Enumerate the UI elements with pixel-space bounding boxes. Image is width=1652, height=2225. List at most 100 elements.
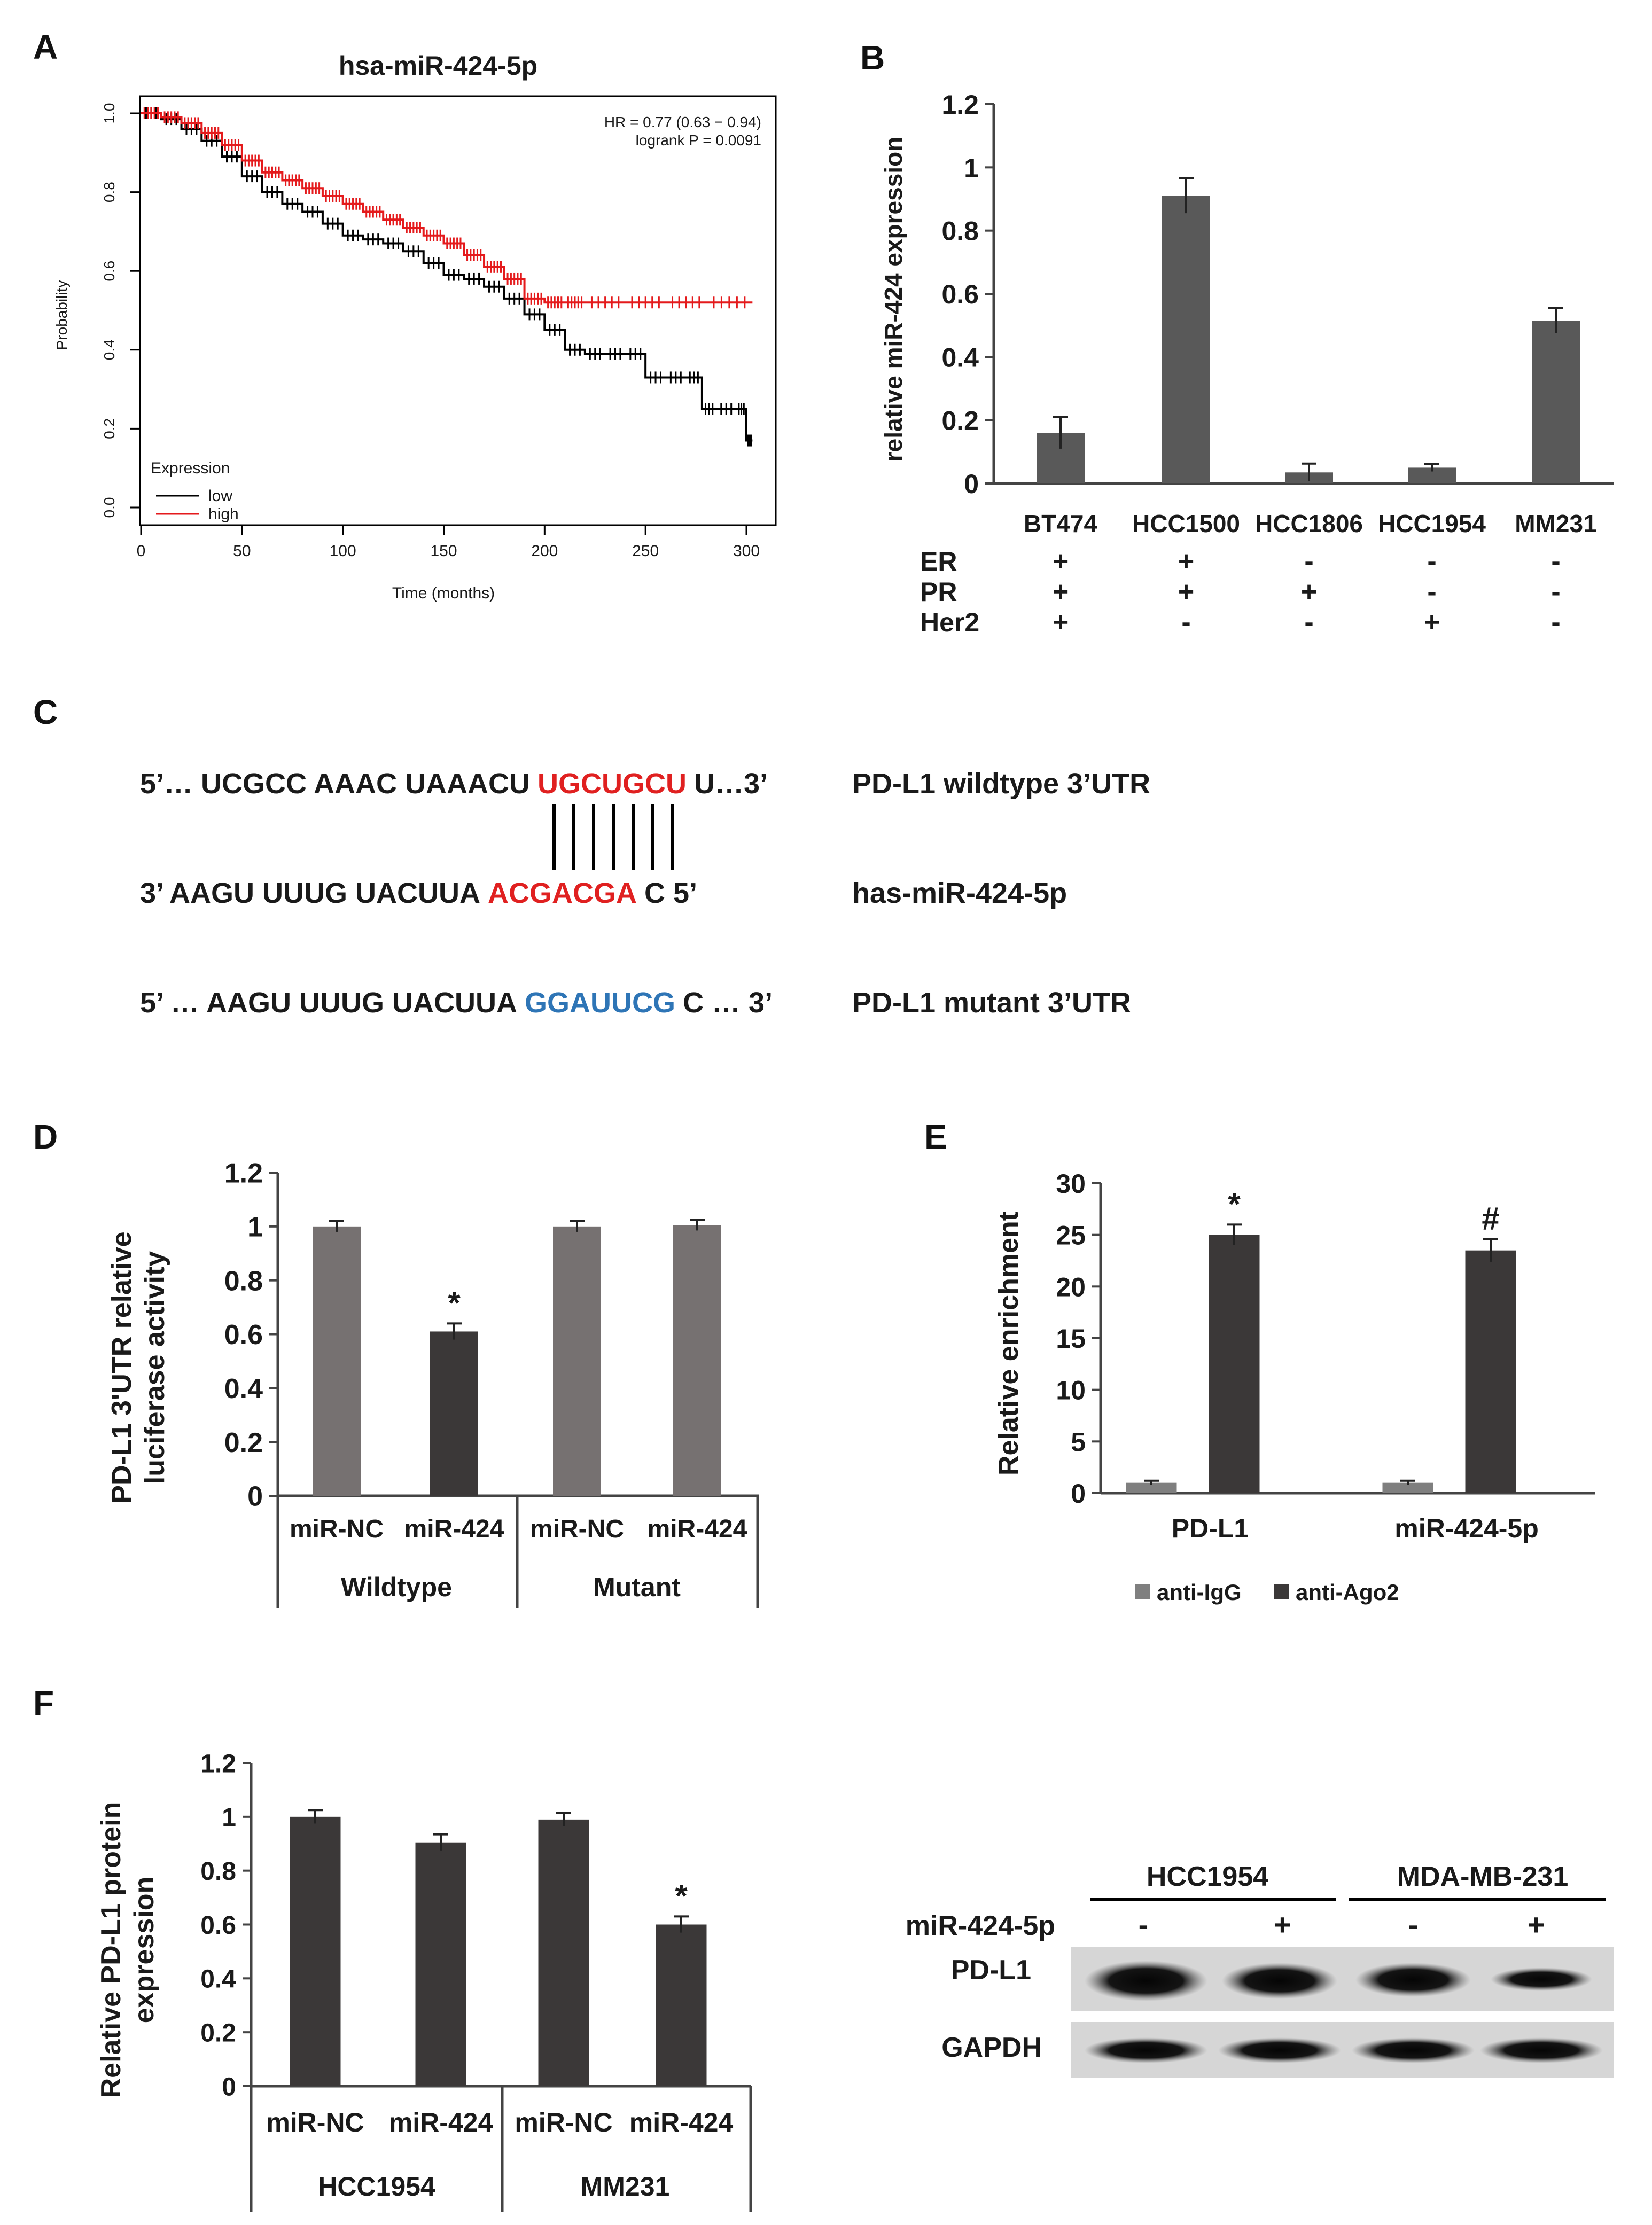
e-y-tick-label: 0 bbox=[1071, 1479, 1086, 1509]
panel-label-e: E bbox=[924, 1118, 947, 1156]
wb-treat-1: - bbox=[1139, 1908, 1149, 1941]
f-y-axis-label: Relative PD-L1 protein expression bbox=[96, 1802, 160, 2098]
e-significance-mark: # bbox=[1482, 1200, 1499, 1236]
receptor-row-label: PR bbox=[920, 577, 957, 607]
receptor-cell: + bbox=[1053, 546, 1069, 577]
f-y-axis-label-line1: Relative PD-L1 protein bbox=[96, 1802, 127, 2098]
wb-band-pdl1-1 bbox=[1085, 1961, 1207, 2001]
receptor-cell: - bbox=[1304, 607, 1313, 638]
km-x-tick-label: 100 bbox=[330, 542, 356, 560]
seq-mutant-seed: GGAUUCG bbox=[525, 987, 675, 1019]
b-bar bbox=[1162, 196, 1210, 483]
seq-mutant-suffix: C … 3’ bbox=[683, 987, 773, 1019]
d-significance-mark: * bbox=[448, 1285, 461, 1321]
e-bar bbox=[1126, 1482, 1177, 1493]
km-axes: 0 50 100 150 200 250 300 0.0 0.2 0.4 0.6 0.8 1.0 bbox=[101, 103, 760, 560]
bar-chart-d: 0 0.2 0.4 0.6 0.8 1 1.2 miR-NC * miR-424 miR-NC miR… bbox=[106, 1158, 759, 1608]
wb-band-gapdh-2 bbox=[1218, 2037, 1341, 2063]
wb-cell-line-1: HCC1954 bbox=[1147, 1861, 1268, 1892]
seq-wildtype-label: PD-L1 wildtype 3’UTR bbox=[852, 768, 1150, 800]
seq-mirna-prefix: 3’ AAGU UUUG UACUUA bbox=[140, 877, 480, 909]
d-x-tick-label: miR-NC bbox=[530, 1515, 624, 1543]
seq-mirna-label: has-miR-424-5p bbox=[852, 877, 1067, 909]
b-bar bbox=[1532, 321, 1580, 483]
seq-mirna: 3’ AAGU UUUG UACUUA ACGACGA C 5’ bbox=[140, 877, 697, 909]
d-x-tick-label: miR-NC bbox=[290, 1515, 384, 1543]
d-bar bbox=[553, 1226, 601, 1496]
km-plot: hsa-miR-424-5p HR = 0.77 (0.63 − 0.94) l… bbox=[53, 51, 777, 602]
km-x-tick-label: 150 bbox=[430, 542, 457, 560]
b-y-axis-label: relative miR-424 expression bbox=[879, 137, 907, 462]
seq-mutant: 5’ … AAGU UUUG UACUUA GGAUUCG C … 3’ bbox=[140, 987, 773, 1019]
f-group-label: MM231 bbox=[581, 2172, 670, 2201]
km-y-tick-label: 0.4 bbox=[101, 339, 118, 360]
d-y-tick-label: 0.8 bbox=[224, 1266, 263, 1297]
receptor-cell: + bbox=[1053, 576, 1069, 607]
wb-cell-line-2: MDA-MB-231 bbox=[1397, 1861, 1569, 1892]
seq-wildtype: 5’… UCGCC AAAC UAAACU UGCUGCU U…3’ bbox=[140, 768, 768, 800]
bar-chart-e: 0 5 10 15 20 25 30 * PD-L1 # miR-424-5p Relative e… bbox=[993, 1169, 1595, 1605]
bar-chart-f: 0 0.2 0.4 0.6 0.8 1 1.2 miR-NC miR-424 miR-NC * miR… bbox=[96, 1750, 752, 2212]
b-x-tick-label: BT474 bbox=[1024, 510, 1097, 537]
km-legend-low-label: low bbox=[208, 487, 232, 505]
km-x-tick-label: 50 bbox=[233, 542, 251, 560]
e-legend: anti-IgG anti-Ago2 bbox=[1135, 1580, 1399, 1605]
f-y-tick-label: 0.8 bbox=[200, 1857, 236, 1886]
b-y-tick-label: 0.8 bbox=[941, 216, 979, 246]
receptor-cell: + bbox=[1301, 576, 1317, 607]
f-y-tick-label: 0.2 bbox=[200, 2019, 236, 2047]
receptor-cell: - bbox=[1551, 607, 1560, 638]
km-legend-high-label: high bbox=[208, 505, 239, 523]
wb-treat-4: + bbox=[1528, 1908, 1545, 1941]
wb-band-pdl1-4 bbox=[1491, 1968, 1592, 1991]
b-y-tick-label: 0.2 bbox=[941, 406, 979, 436]
receptor-cell: + bbox=[1178, 576, 1194, 607]
d-x-tick-label: miR-424 bbox=[648, 1515, 747, 1543]
f-y-tick-label: 1.2 bbox=[200, 1750, 236, 1778]
km-plot-frame bbox=[139, 95, 777, 526]
f-bar bbox=[290, 1816, 341, 2086]
km-y-tick-label: 0.0 bbox=[101, 497, 118, 518]
e-bar bbox=[1382, 1482, 1433, 1493]
e-bar bbox=[1465, 1250, 1516, 1493]
f-bar bbox=[656, 1924, 707, 2086]
b-y-tick-label: 1.2 bbox=[941, 90, 979, 120]
b-x-tick-label: HCC1806 bbox=[1255, 510, 1363, 537]
wb-treatment-label: miR-424-5p bbox=[906, 1910, 1055, 1941]
km-y-tick-label: 0.2 bbox=[101, 418, 118, 439]
wb-band-gapdh-1 bbox=[1085, 2037, 1207, 2063]
wb-treat-3: - bbox=[1408, 1908, 1419, 1941]
receptor-cell: - bbox=[1427, 576, 1436, 607]
f-x-tick-label: miR-NC bbox=[515, 2107, 612, 2137]
seq-wildtype-seed: UGCUGCU bbox=[537, 768, 687, 800]
f-y-tick-label: 1 bbox=[222, 1804, 236, 1832]
receptor-cell: + bbox=[1424, 607, 1440, 638]
f-plot-area: 0 0.2 0.4 0.6 0.8 1 1.2 miR-NC miR-424 miR-NC * miR… bbox=[200, 1750, 752, 2212]
d-y-tick-label: 0.2 bbox=[224, 1427, 263, 1458]
panel-label-c: C bbox=[33, 693, 58, 731]
b-y-tick-label: 0 bbox=[964, 469, 979, 499]
km-curves bbox=[141, 107, 753, 447]
e-y-axis-label: Relative enrichment bbox=[993, 1212, 1024, 1475]
e-legend-igg-swatch bbox=[1135, 1584, 1150, 1599]
d-y-tick-label: 0 bbox=[247, 1481, 263, 1512]
b-plot-area: 0 0.2 0.4 0.6 0.8 1 1.2 BT474 HCC1500 HCC1806 HCC1… bbox=[941, 90, 1614, 537]
d-x-tick-label: miR-424 bbox=[404, 1515, 504, 1543]
seq-mirna-suffix: C 5’ bbox=[644, 877, 697, 909]
receptor-row-label: ER bbox=[920, 547, 957, 576]
wb-band-label-gapdh: GAPDH bbox=[941, 2032, 1042, 2063]
base-pair-lines bbox=[552, 804, 674, 870]
b-y-tick-label: 0.4 bbox=[941, 342, 979, 372]
d-group-label: Wildtype bbox=[341, 1572, 452, 1602]
b-x-tick-label: HCC1954 bbox=[1378, 510, 1486, 537]
km-x-tick-label: 200 bbox=[531, 542, 558, 560]
b-y-tick-label: 0.6 bbox=[941, 279, 979, 309]
e-x-tick-label: miR-424-5p bbox=[1394, 1513, 1539, 1543]
d-y-tick-label: 1.2 bbox=[224, 1158, 263, 1189]
e-plot-area: 0 5 10 15 20 25 30 * PD-L1 # miR-424-5p bbox=[1056, 1169, 1595, 1543]
e-y-tick-label: 30 bbox=[1056, 1169, 1086, 1199]
seq-mutant-prefix: 5’ … AAGU UUUG UACUUA bbox=[140, 987, 517, 1019]
km-curve-low bbox=[141, 112, 753, 442]
wb-band-gapdh-3 bbox=[1352, 2037, 1475, 2063]
sequence-alignment: 5’… UCGCC AAAC UAAACU UGCUGCU U…3’ PD-L1 w… bbox=[140, 768, 1150, 1019]
